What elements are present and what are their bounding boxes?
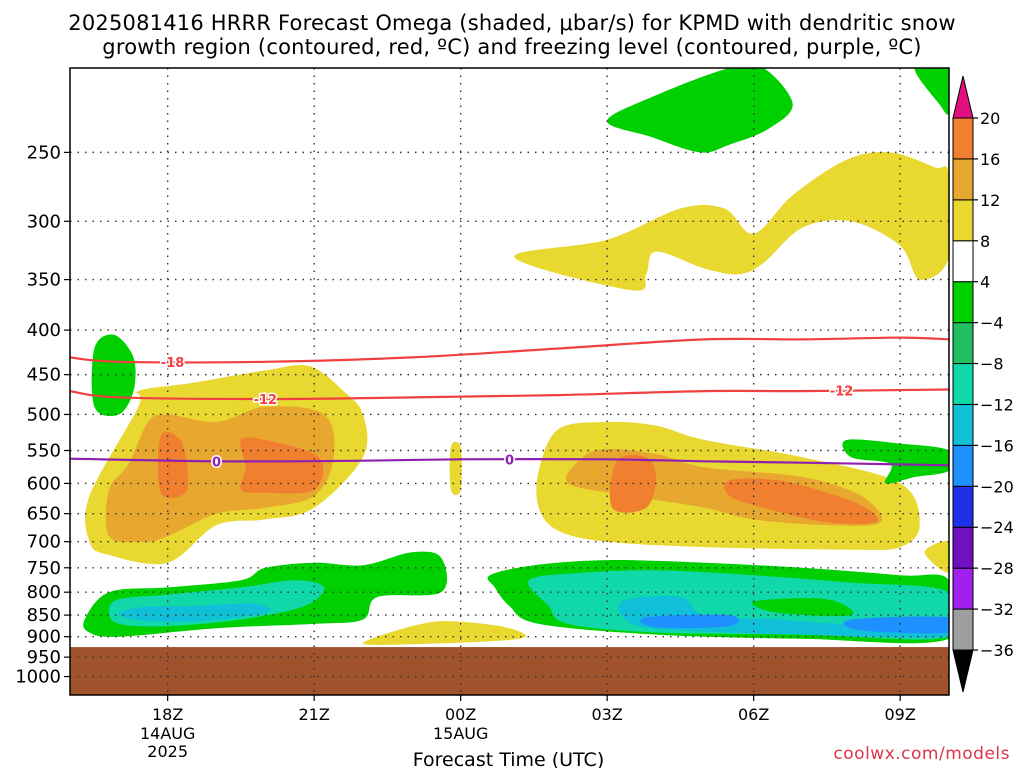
y-tick-label: 450 [27, 365, 61, 386]
colorbar-segment [952, 444, 974, 487]
colorbar-label: −8 [980, 355, 1004, 374]
y-tick-label: 850 [27, 605, 61, 626]
y-tick-label: 300 [27, 211, 61, 232]
colorbar-label: 12 [980, 191, 1000, 210]
colorbar-segment [952, 199, 974, 242]
y-tick-label: 950 [27, 647, 61, 668]
plot-frame [69, 67, 950, 696]
colorbar-label: −16 [980, 436, 1014, 455]
omega-region-21 [751, 598, 854, 617]
omega-region-12 [91, 334, 136, 417]
colorbar-label: −12 [980, 395, 1014, 414]
x-tick-label: 21Z [299, 705, 330, 724]
chart-title-line-2: growth region (contoured, red, ºC) and f… [102, 35, 922, 59]
colorbar-segment [952, 281, 974, 324]
y-tick-label: 550 [27, 441, 61, 462]
contour-label: -18 [161, 356, 185, 371]
y-tick-label: 650 [27, 504, 61, 525]
colorbar-max-triangle [952, 75, 974, 119]
colorbar-min-triangle [952, 649, 974, 693]
colorbar-segment [952, 158, 974, 201]
colorbar-label: −20 [980, 477, 1014, 496]
omega-region-24 [914, 68, 949, 115]
colorbar-segment [952, 485, 974, 528]
colorbar-label: 20 [980, 109, 1000, 128]
omega-region-8 [724, 478, 879, 525]
colorbar-label: 4 [980, 273, 990, 292]
contour-label: -12 [254, 393, 278, 408]
omega-region-23 [607, 68, 793, 153]
y-tick-label: 1000 [15, 667, 61, 688]
y-tick-label: 500 [27, 404, 61, 425]
contour-line-1 [70, 388, 949, 401]
y-tick-label: 400 [27, 320, 61, 341]
colorbar-label: 16 [980, 150, 1000, 169]
colorbar-segment [952, 240, 974, 283]
y-tick-label: 600 [27, 473, 61, 494]
colorbar-segment [952, 403, 974, 446]
colorbar-label: 8 [980, 232, 990, 251]
y-tick-label: 700 [27, 532, 61, 553]
omega-region-15 [118, 603, 271, 623]
y-tick-label: 250 [27, 142, 61, 163]
colorbar-segment [952, 526, 974, 569]
x-tick-label: 00Z [445, 705, 476, 724]
x-axis-title: Forecast Time (UTC) [413, 749, 604, 768]
colorbar-segment [952, 608, 974, 651]
x-tick-label: 09Z [885, 705, 916, 724]
x-tick-label: 06Z [738, 705, 769, 724]
omega-region-3 [240, 437, 324, 494]
y-tick-label: 800 [27, 582, 61, 603]
colorbar-segment [952, 363, 974, 405]
omega-region-4 [449, 441, 462, 496]
colorbar-segment [952, 117, 974, 160]
y-tick-label: 350 [27, 270, 61, 291]
colorbar-segment [952, 567, 974, 610]
colorbar-label: −32 [980, 600, 1014, 619]
colorbar-label: −24 [980, 518, 1014, 537]
watermark: coolwx.com/models [833, 744, 1010, 764]
y-tick-label: 750 [27, 558, 61, 579]
chart-title-line-1: 2025081416 HRRR Forecast Omega (shaded, … [68, 11, 956, 35]
x-tick-date-label: 14AUG [140, 724, 195, 743]
omega-region-10 [924, 540, 949, 573]
colorbar-label: −36 [980, 641, 1014, 660]
contour-line-0 [70, 336, 949, 364]
omega-region-9 [362, 621, 527, 646]
omega-region-20 [843, 616, 949, 634]
omega-region-11 [514, 152, 949, 291]
x-tick-label: 03Z [592, 705, 623, 724]
omega-region-22 [842, 439, 949, 484]
y-tick-label: 900 [27, 627, 61, 648]
colorbar-label: −4 [980, 314, 1004, 333]
contour-label: 0 [212, 455, 221, 470]
colorbar-label: −28 [980, 559, 1014, 578]
contour-label: -12 [830, 385, 854, 400]
x-tick-year-label: 2025 [147, 742, 188, 761]
x-tick-label: 18Z [152, 705, 183, 724]
omega-region-2 [157, 431, 189, 499]
contour-line-2 [70, 457, 949, 467]
colorbar-segment [952, 322, 974, 365]
surface-terrain [70, 647, 949, 695]
x-tick-date-label: 15AUG [433, 724, 488, 743]
omega-region-19 [640, 614, 740, 629]
contour-label: 0 [505, 453, 514, 468]
